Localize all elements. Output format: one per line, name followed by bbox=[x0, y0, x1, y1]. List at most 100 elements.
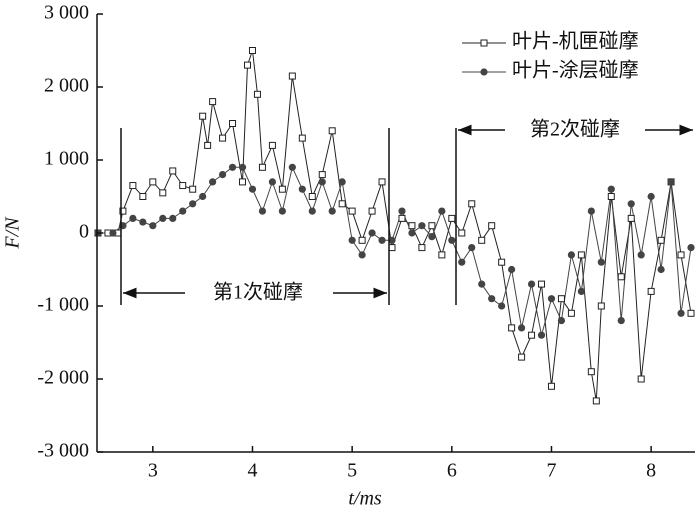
point bbox=[318, 171, 326, 179]
point bbox=[468, 200, 476, 208]
legend-label: 叶片-涂层碰摩 bbox=[512, 59, 639, 82]
point bbox=[587, 368, 595, 376]
plot-area bbox=[94, 47, 695, 405]
legend-label: 叶片-机匣碰摩 bbox=[512, 30, 639, 53]
point bbox=[129, 182, 137, 190]
point bbox=[348, 236, 356, 244]
point bbox=[218, 171, 227, 179]
point bbox=[687, 309, 695, 317]
point bbox=[547, 295, 556, 303]
point bbox=[418, 244, 426, 252]
annotation: 第1次碰摩 bbox=[213, 281, 303, 304]
point bbox=[677, 309, 685, 317]
point bbox=[179, 207, 187, 215]
point bbox=[169, 167, 177, 175]
point bbox=[647, 287, 655, 295]
point bbox=[647, 192, 655, 201]
point bbox=[243, 61, 251, 69]
point bbox=[458, 258, 466, 266]
point bbox=[228, 163, 237, 171]
point bbox=[557, 317, 566, 325]
point bbox=[567, 309, 575, 317]
point bbox=[518, 353, 526, 361]
point bbox=[468, 244, 476, 252]
y-tick-label: -3 000 bbox=[37, 440, 89, 462]
point bbox=[398, 207, 406, 215]
point bbox=[538, 280, 546, 288]
point bbox=[498, 302, 506, 310]
point bbox=[253, 90, 261, 98]
point bbox=[378, 236, 386, 244]
point bbox=[627, 200, 635, 208]
point bbox=[398, 214, 406, 222]
point bbox=[219, 134, 227, 142]
y-tick-label: 0 bbox=[79, 221, 89, 243]
point bbox=[179, 182, 187, 190]
point bbox=[149, 222, 157, 230]
point bbox=[328, 127, 336, 135]
point bbox=[577, 287, 585, 295]
point bbox=[408, 222, 416, 230]
point bbox=[318, 178, 326, 186]
point bbox=[189, 185, 197, 193]
point bbox=[278, 185, 286, 193]
point bbox=[508, 324, 516, 332]
point bbox=[528, 331, 536, 339]
point bbox=[199, 192, 207, 201]
series-line bbox=[98, 165, 692, 336]
point bbox=[517, 324, 526, 332]
point bbox=[508, 265, 516, 274]
point bbox=[537, 331, 546, 339]
point bbox=[109, 229, 117, 237]
point bbox=[308, 193, 316, 200]
point bbox=[607, 193, 615, 200]
point bbox=[657, 236, 665, 244]
x-axis-label: t/ms bbox=[348, 488, 382, 510]
y-tick-label: 1 000 bbox=[44, 148, 89, 170]
point bbox=[119, 207, 127, 215]
point bbox=[607, 185, 615, 193]
point bbox=[338, 200, 346, 208]
point bbox=[488, 295, 496, 303]
point bbox=[637, 375, 645, 383]
point bbox=[288, 163, 296, 171]
legend-marker bbox=[480, 68, 488, 76]
point bbox=[298, 185, 306, 193]
point bbox=[567, 251, 576, 259]
point bbox=[238, 163, 247, 171]
point bbox=[577, 251, 585, 259]
point bbox=[358, 251, 366, 259]
point bbox=[627, 214, 635, 222]
point bbox=[438, 207, 446, 215]
point bbox=[248, 185, 257, 193]
point bbox=[617, 317, 625, 325]
point bbox=[587, 207, 595, 215]
point bbox=[258, 207, 267, 215]
point bbox=[547, 382, 555, 390]
annotation: 第2次碰摩 bbox=[530, 118, 620, 141]
point bbox=[388, 244, 396, 252]
point bbox=[438, 251, 446, 259]
point bbox=[597, 302, 605, 310]
point bbox=[209, 98, 217, 106]
point bbox=[448, 236, 456, 244]
point bbox=[204, 141, 212, 149]
point bbox=[248, 47, 256, 54]
annotation-bg bbox=[186, 280, 330, 306]
point bbox=[338, 178, 346, 186]
x-tick-label: 8 bbox=[646, 460, 656, 482]
y-tick-label: 3 000 bbox=[44, 2, 89, 24]
point bbox=[258, 163, 266, 171]
point bbox=[159, 189, 167, 197]
point bbox=[418, 222, 426, 230]
point bbox=[358, 236, 366, 244]
point bbox=[348, 207, 356, 215]
point bbox=[139, 193, 147, 200]
point bbox=[657, 265, 665, 274]
point bbox=[378, 178, 386, 186]
point bbox=[677, 251, 685, 259]
point bbox=[159, 214, 167, 222]
point bbox=[368, 207, 376, 215]
y-tick-label: 2 000 bbox=[44, 75, 89, 97]
